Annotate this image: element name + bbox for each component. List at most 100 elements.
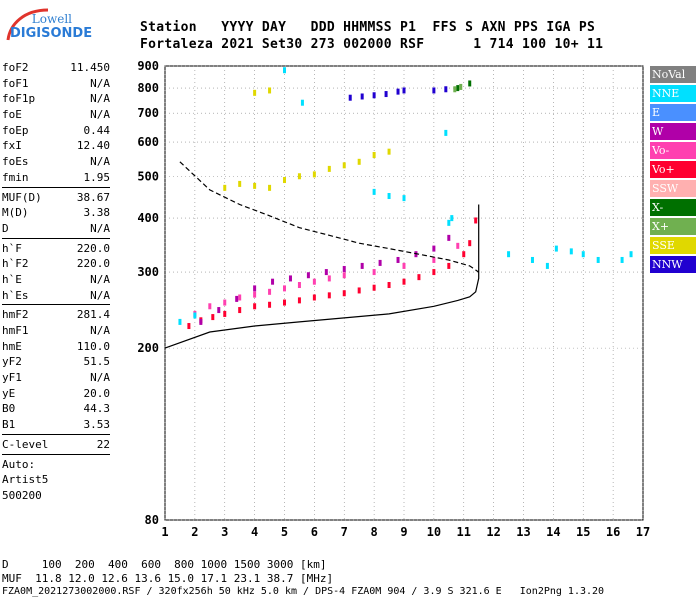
x-tick-label: 3 bbox=[221, 525, 228, 539]
data-point bbox=[283, 285, 286, 292]
param-value: 110.0 bbox=[76, 339, 110, 353]
param-name: h`E bbox=[2, 272, 22, 286]
logo-bottom-text: DIGISONDE bbox=[10, 26, 93, 41]
param-row: hmF1 N/A bbox=[2, 323, 110, 339]
param-value: 0.44 bbox=[83, 123, 111, 137]
param-name: foE bbox=[2, 108, 22, 122]
data-point bbox=[342, 162, 346, 169]
separator bbox=[2, 237, 110, 239]
legend-entry: X+ bbox=[650, 218, 696, 235]
data-point bbox=[208, 303, 212, 310]
param-value: 1.95 bbox=[83, 170, 111, 184]
x-tick-label: 16 bbox=[606, 525, 620, 539]
param-row: fmin 1.95 bbox=[2, 170, 110, 186]
y-tick-label: 300 bbox=[137, 265, 159, 279]
parameter-panel: foF2 11.450 foF1 N/A foF1p N/A foE N/A foEp 0.44 f… bbox=[2, 60, 110, 504]
param-value: N/A bbox=[90, 288, 110, 302]
y-tick-label: 200 bbox=[137, 341, 159, 355]
param-value: 22 bbox=[96, 437, 110, 451]
param-name: fmin bbox=[2, 170, 29, 184]
param-name: foF2 bbox=[2, 61, 29, 74]
param-row: foEp 0.44 bbox=[2, 123, 110, 139]
data-point bbox=[444, 86, 448, 93]
data-point bbox=[372, 269, 376, 276]
data-point bbox=[456, 242, 460, 249]
data-point bbox=[468, 80, 472, 87]
data-point bbox=[372, 92, 376, 99]
data-point bbox=[554, 245, 558, 252]
data-point bbox=[447, 262, 451, 269]
param-row: yF2 51.5 bbox=[2, 354, 110, 370]
data-point bbox=[432, 245, 436, 252]
data-point bbox=[268, 184, 272, 191]
data-point bbox=[444, 129, 448, 136]
data-point bbox=[462, 251, 466, 258]
legend-entry: X- bbox=[650, 199, 696, 216]
data-point bbox=[324, 269, 328, 276]
param-name: hmF2 bbox=[2, 308, 29, 322]
data-point bbox=[372, 151, 376, 158]
x-tick-label: 13 bbox=[516, 525, 530, 539]
param-row: fxI 12.40 bbox=[2, 138, 110, 154]
param-value: N/A bbox=[90, 221, 110, 235]
data-point bbox=[357, 287, 361, 294]
param-name: M(D) bbox=[2, 206, 29, 220]
x-tick-label: 12 bbox=[486, 525, 500, 539]
separator bbox=[2, 304, 110, 306]
data-point bbox=[453, 86, 457, 93]
data-point bbox=[217, 307, 221, 314]
data-point bbox=[447, 219, 451, 226]
separator bbox=[2, 433, 110, 435]
x-tick-label: 17 bbox=[636, 525, 650, 539]
auto-text: 500200 bbox=[2, 488, 42, 502]
data-point bbox=[342, 265, 346, 272]
data-point bbox=[327, 275, 331, 282]
y-tick-label: 400 bbox=[137, 211, 159, 225]
data-point bbox=[357, 158, 361, 165]
y-tick-label: 700 bbox=[137, 106, 159, 120]
y-tick-label: 900 bbox=[137, 59, 159, 73]
param-row: foF1p N/A bbox=[2, 91, 110, 107]
param-value: 51.5 bbox=[83, 355, 111, 369]
footer-file-info: FZA0M_2021273002000.RSF / 320fx256h 50 k… bbox=[2, 586, 605, 597]
param-name: C-level bbox=[2, 437, 49, 451]
data-point bbox=[223, 299, 227, 306]
param-name: yF2 bbox=[2, 355, 22, 369]
dashed-profile-curve bbox=[179, 161, 480, 273]
param-value: 38.67 bbox=[76, 190, 110, 204]
param-value: N/A bbox=[90, 155, 110, 169]
y-tick-label: 800 bbox=[137, 81, 159, 95]
data-point bbox=[360, 93, 364, 100]
param-name: h`F bbox=[2, 241, 22, 255]
param-row: yE 20.0 bbox=[2, 386, 110, 402]
param-row: foF1 N/A bbox=[2, 76, 110, 92]
x-tick-label: 4 bbox=[251, 525, 258, 539]
param-value: 12.40 bbox=[76, 139, 110, 153]
data-point bbox=[474, 217, 478, 224]
data-point bbox=[629, 251, 633, 258]
param-row: h`E N/A bbox=[2, 272, 110, 288]
data-point bbox=[253, 291, 257, 298]
logo-top-text: Lowell bbox=[31, 12, 72, 26]
data-point bbox=[456, 85, 460, 92]
data-point bbox=[312, 171, 316, 178]
x-tick-label: 8 bbox=[371, 525, 378, 539]
data-point bbox=[569, 248, 573, 255]
separator bbox=[2, 453, 110, 455]
data-point bbox=[312, 294, 316, 301]
data-point bbox=[253, 285, 257, 292]
x-tick-label: 9 bbox=[400, 525, 407, 539]
legend-entry: W bbox=[650, 123, 696, 140]
data-point bbox=[312, 278, 316, 285]
param-name: foEs bbox=[2, 155, 29, 169]
x-tick-label: 1 bbox=[161, 525, 168, 539]
param-row: hmF2 281.4 bbox=[2, 307, 110, 323]
param-row: B1 3.53 bbox=[2, 417, 110, 433]
param-row: foF2 11.450 bbox=[2, 60, 110, 76]
y-tick-label: 500 bbox=[137, 169, 159, 183]
solid-trace-curve bbox=[164, 204, 480, 349]
param-name: fxI bbox=[2, 139, 22, 153]
param-name: hmF1 bbox=[2, 324, 29, 337]
data-point bbox=[193, 312, 197, 319]
